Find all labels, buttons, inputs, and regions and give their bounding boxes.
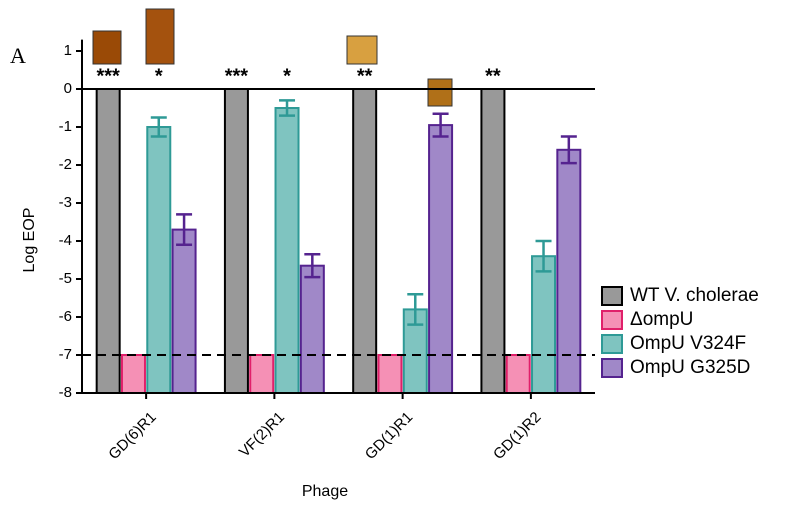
y-tick-label: -5 [59, 270, 72, 287]
significance-label: * [155, 65, 163, 87]
bar [97, 89, 120, 393]
y-tick-label: -8 [59, 384, 72, 401]
plaque-image [146, 9, 174, 64]
bar [173, 230, 196, 393]
y-tick-label: -2 [59, 156, 72, 173]
plaque-image [93, 31, 121, 64]
bar [301, 266, 324, 393]
legend-label: OmpU G325D [630, 357, 750, 378]
x-tick-label: GD(1)R1 [362, 409, 416, 463]
legend-swatch [602, 311, 622, 329]
bar [481, 89, 504, 393]
x-tick-label: VF(2)R1 [236, 409, 288, 461]
x-tick-label: GD(1)R2 [490, 409, 544, 463]
bar [353, 89, 376, 393]
bar [147, 127, 170, 393]
plaque-image [347, 36, 377, 64]
significance-label: *** [96, 65, 120, 87]
legend-label: ΔompU [630, 309, 693, 330]
bar [250, 355, 273, 393]
x-axis-label: Phage [302, 483, 348, 500]
y-tick-label: -4 [59, 232, 72, 249]
y-axis-label: Log EOP [21, 208, 38, 273]
plaque-image [428, 79, 452, 106]
y-tick-label: -7 [59, 346, 72, 363]
significance-label: ** [485, 65, 501, 87]
x-tick-label: GD(6)R1 [105, 409, 159, 463]
bar [276, 108, 299, 393]
significance-label: ** [357, 65, 373, 87]
legend-swatch [602, 359, 622, 377]
bar [507, 355, 530, 393]
bar [225, 89, 248, 393]
legend-label: OmpU V324F [630, 333, 746, 354]
bar [122, 355, 145, 393]
significance-label: * [283, 65, 291, 87]
y-tick-label: 1 [64, 42, 72, 59]
significance-label: *** [225, 65, 249, 87]
legend-swatch [602, 287, 622, 305]
chart: A Log EOP Phage 10-1-2-3-4-5-6-7-8****GD… [0, 0, 787, 507]
bar [429, 125, 452, 393]
y-tick-label: -1 [59, 118, 72, 135]
legend-swatch [602, 335, 622, 353]
bar [378, 355, 401, 393]
y-tick-label: -6 [59, 308, 72, 325]
bar [532, 256, 555, 393]
bar [557, 150, 580, 393]
legend-label: WT V. cholerae [630, 285, 759, 306]
y-tick-label: -3 [59, 194, 72, 211]
y-tick-label: 0 [64, 80, 72, 97]
panel-label: A [10, 43, 26, 68]
